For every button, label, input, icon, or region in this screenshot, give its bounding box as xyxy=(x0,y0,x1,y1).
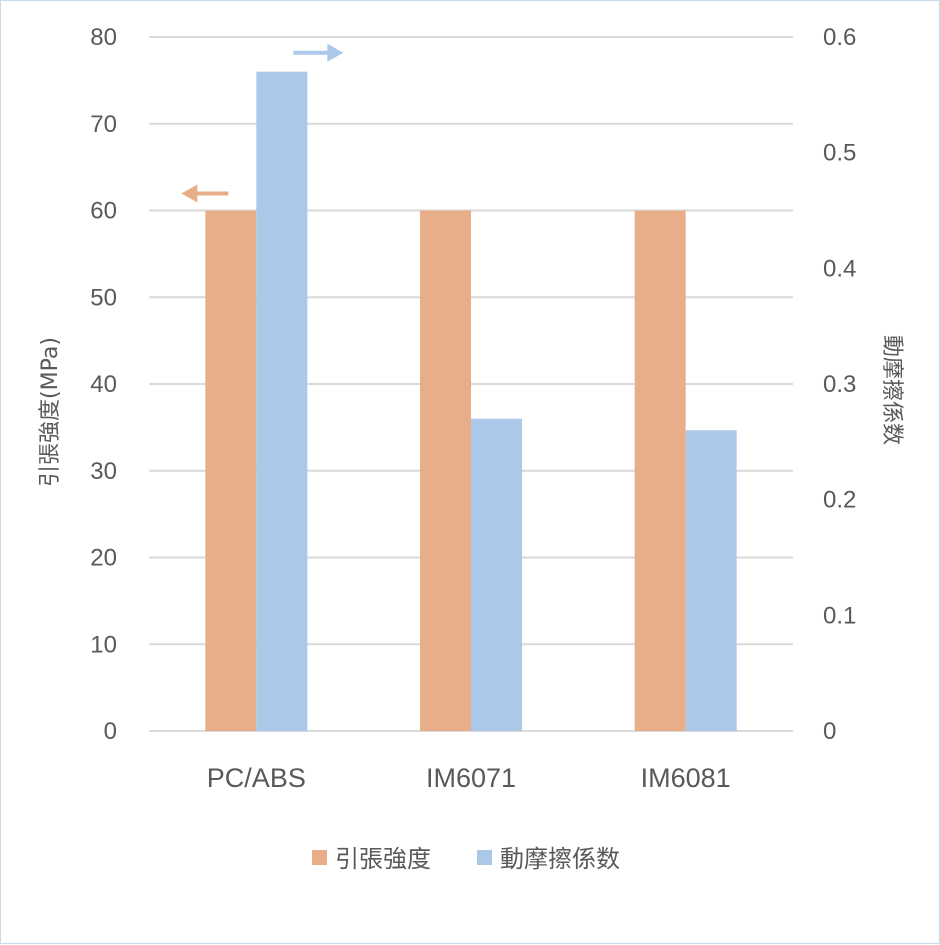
left-tick-label: 40 xyxy=(90,371,117,398)
left-tick-label: 80 xyxy=(90,24,117,51)
left-tick-label: 70 xyxy=(90,111,117,138)
bar-friction-1 xyxy=(471,418,522,731)
category-label: PC/ABS xyxy=(207,763,306,793)
category-label: IM6081 xyxy=(641,763,731,793)
left-tick-label: 60 xyxy=(90,198,117,225)
axis-indicator-arrows xyxy=(181,43,344,203)
bars xyxy=(205,71,737,731)
left-arrow-icon xyxy=(181,184,198,203)
legend: 引張強度 動摩擦係数 xyxy=(312,845,620,873)
bar-friction-2 xyxy=(685,430,737,731)
legend-swatch-tensile xyxy=(312,850,327,865)
legend-label-friction: 動摩擦係数 xyxy=(500,845,620,873)
right-axis-ticks: 0 0.1 0.2 0.3 0.4 0.5 0.6 xyxy=(823,24,856,745)
right-tick-label: 0.6 xyxy=(823,24,856,51)
right-axis-title: 動摩擦係数 xyxy=(879,335,904,445)
category-labels: PC/ABS IM6071 IM6081 xyxy=(207,763,731,793)
legend-label-tensile: 引張強度 xyxy=(335,845,431,873)
category-label: IM6071 xyxy=(426,763,516,793)
left-tick-label: 50 xyxy=(90,284,117,311)
bar-friction-0 xyxy=(256,71,308,731)
left-axis-title: 引張強度(MPa) xyxy=(38,337,63,487)
right-tick-label: 0 xyxy=(823,718,836,745)
right-tick-label: 0.4 xyxy=(823,255,856,282)
left-tick-label: 10 xyxy=(90,631,117,658)
right-tick-label: 0.5 xyxy=(823,140,856,167)
left-tick-label: 20 xyxy=(90,545,117,572)
bar-tensile-2 xyxy=(634,210,686,731)
left-axis-ticks: 0 10 20 30 40 50 60 70 80 xyxy=(90,24,117,745)
bar-tensile-0 xyxy=(205,210,257,731)
left-tick-label: 0 xyxy=(104,718,117,745)
bar-tensile-1 xyxy=(420,210,471,731)
right-tick-label: 0.1 xyxy=(823,602,856,629)
right-arrow-icon xyxy=(327,43,344,62)
right-tick-label: 0.2 xyxy=(823,487,856,514)
legend-swatch-friction xyxy=(477,850,492,865)
right-tick-label: 0.3 xyxy=(823,371,856,398)
left-tick-label: 30 xyxy=(90,458,117,485)
